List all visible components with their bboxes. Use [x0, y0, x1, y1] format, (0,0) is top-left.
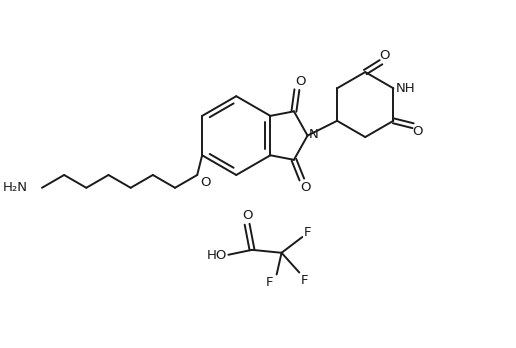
Text: H₂N: H₂N — [3, 181, 28, 194]
Text: F: F — [303, 226, 311, 239]
Text: F: F — [300, 274, 308, 287]
Text: O: O — [242, 209, 252, 222]
Text: N: N — [309, 128, 318, 141]
Text: O: O — [200, 176, 211, 189]
Text: NH: NH — [395, 82, 415, 95]
Text: O: O — [296, 75, 306, 88]
Text: HO: HO — [206, 249, 227, 262]
Text: F: F — [266, 276, 273, 289]
Text: O: O — [380, 49, 390, 62]
Text: O: O — [412, 125, 422, 138]
Text: O: O — [300, 181, 311, 194]
